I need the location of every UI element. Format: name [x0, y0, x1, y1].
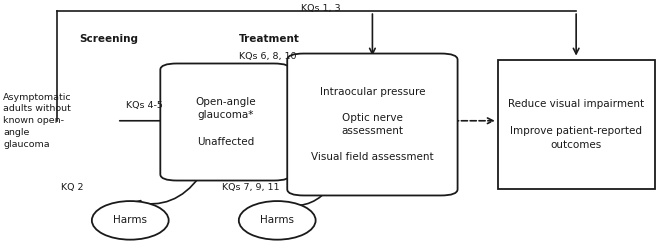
Text: Screening: Screening — [79, 34, 138, 44]
Text: KQs 4-5: KQs 4-5 — [126, 101, 163, 110]
FancyBboxPatch shape — [287, 54, 458, 195]
Text: Reduce visual impairment

Improve patient-reported
outcomes: Reduce visual impairment Improve patient… — [508, 99, 644, 150]
Ellipse shape — [238, 201, 316, 240]
Text: Asymptomatic
adults without
known open-
angle
glaucoma: Asymptomatic adults without known open- … — [3, 93, 72, 149]
Ellipse shape — [92, 201, 168, 240]
Bar — [498, 60, 655, 189]
Text: KQs 7, 9, 11: KQs 7, 9, 11 — [222, 184, 280, 192]
FancyBboxPatch shape — [160, 63, 291, 181]
Text: KQs 6, 8, 10: KQs 6, 8, 10 — [239, 52, 297, 61]
Text: Open-angle
glaucoma*

Unaffected: Open-angle glaucoma* Unaffected — [195, 97, 256, 147]
Text: Harms: Harms — [114, 215, 147, 225]
Text: KQs 1, 3: KQs 1, 3 — [301, 4, 341, 13]
Text: KQ 2: KQ 2 — [61, 184, 84, 192]
Text: Treatment: Treatment — [239, 34, 300, 44]
Text: Harms: Harms — [261, 215, 294, 225]
Text: Intraocular pressure

Optic nerve
assessment

Visual field assessment: Intraocular pressure Optic nerve assessm… — [311, 86, 434, 163]
